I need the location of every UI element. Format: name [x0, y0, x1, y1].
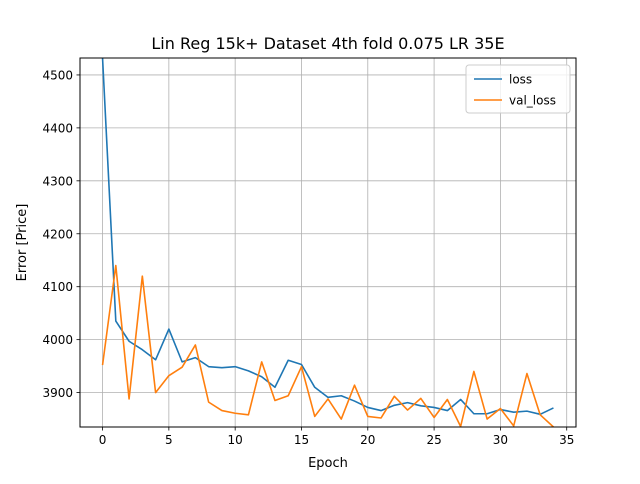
grid — [80, 58, 576, 427]
chart-title: Lin Reg 15k+ Dataset 4th fold 0.075 LR 3… — [151, 34, 504, 53]
x-tick-label: 35 — [559, 433, 574, 447]
x-tick-label: 25 — [426, 433, 441, 447]
series-layer — [101, 58, 554, 427]
y-tick-label: 4100 — [42, 280, 73, 294]
legend-box — [465, 64, 571, 114]
x-tick-label: 20 — [360, 433, 375, 447]
y-tick-label: 4400 — [42, 121, 73, 135]
legend: loss val_loss — [465, 64, 571, 114]
y-tick-label: 4500 — [42, 68, 73, 82]
legend-label-val-loss: val_loss — [509, 94, 556, 108]
plot-frame — [79, 57, 577, 428]
x-tick-label: 5 — [165, 433, 173, 447]
series-line-val-loss — [101, 264, 554, 427]
y-axis-ticks: 3900 4000 4100 4200 4300 4400 4500 — [42, 68, 80, 400]
y-tick-label: 4300 — [42, 174, 73, 188]
x-tick-label: 0 — [99, 433, 107, 447]
legend-label-loss: loss — [509, 73, 532, 87]
x-axis-ticks: 0 5 10 15 20 25 30 35 — [99, 427, 574, 447]
y-tick-label: 4000 — [42, 333, 73, 347]
x-axis-label: Epoch — [308, 456, 348, 471]
series-line-loss — [101, 58, 554, 416]
x-tick-label: 15 — [294, 433, 309, 447]
x-tick-label: 30 — [493, 433, 508, 447]
x-tick-label: 10 — [228, 433, 243, 447]
y-axis-label: Error [Price] — [15, 204, 30, 282]
y-tick-label: 3900 — [42, 386, 73, 400]
y-tick-label: 4200 — [42, 227, 73, 241]
